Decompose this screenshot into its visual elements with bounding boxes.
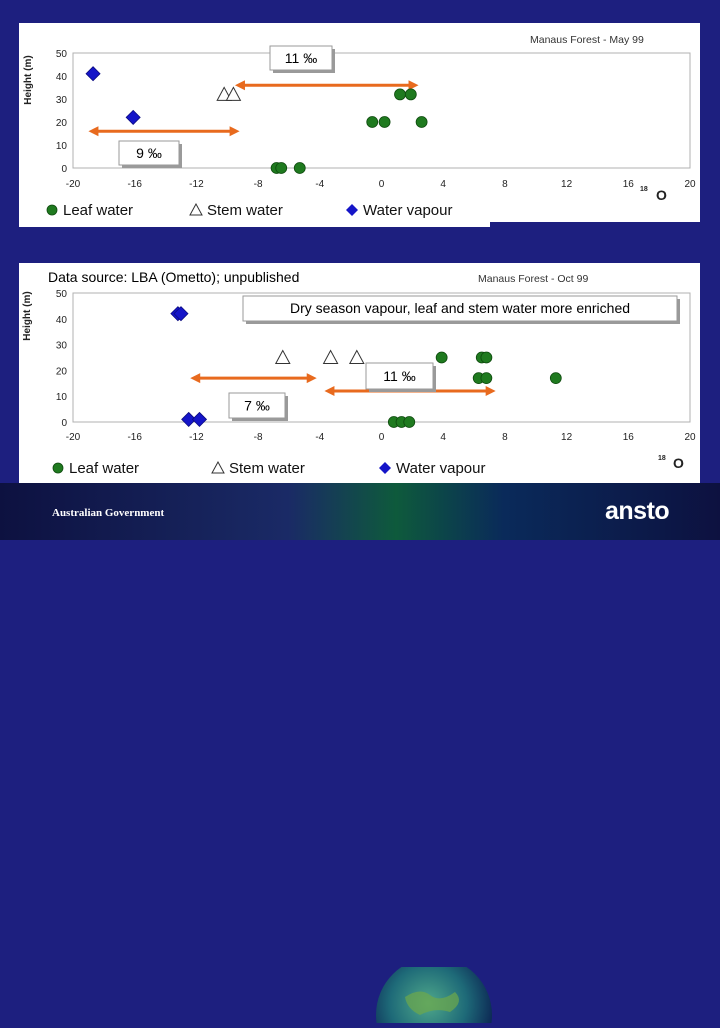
chart-panel-oct [19, 263, 700, 483]
chart-panel-may [19, 23, 700, 227]
ansto-logo: ansto [605, 497, 670, 525]
government-label: Australian Government [52, 507, 165, 519]
panel-divider [490, 222, 720, 231]
globe-image [375, 957, 493, 1028]
